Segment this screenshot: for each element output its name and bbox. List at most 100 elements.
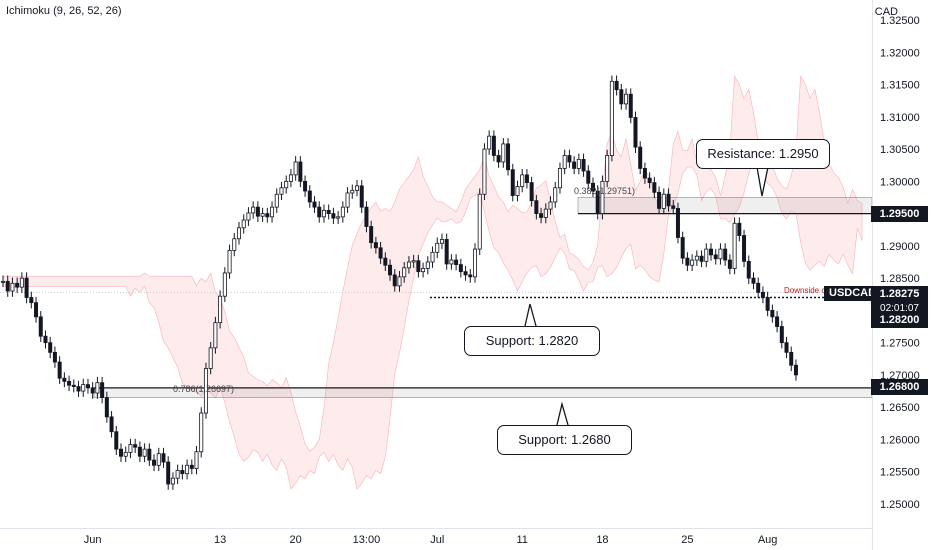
candle-body: [454, 259, 459, 265]
candle-body: [388, 264, 393, 276]
candle-body: [62, 377, 67, 382]
candle-body: [104, 397, 109, 418]
candle-body: [468, 274, 473, 278]
candle-body: [336, 216, 341, 219]
time-tick-label: Jun: [84, 534, 102, 546]
candle-body: [48, 342, 53, 353]
price-tag-last: 1.28275: [871, 286, 928, 302]
downside-label: Downside c: [784, 286, 826, 295]
time-axis[interactable]: Jun 13 20 13:00 Jul 11 18 25 Aug: [84, 534, 778, 546]
candle-body: [751, 277, 756, 284]
support-callout-lower[interactable]: Support: 1.2680: [497, 425, 632, 455]
candle-body: [392, 274, 397, 287]
resistance-callout[interactable]: Resistance: 1.2950: [696, 139, 830, 169]
candle-body: [709, 248, 714, 256]
cloud-band: [2, 75, 863, 490]
candle-body: [303, 180, 308, 192]
price-tick-label: 1.25000: [880, 499, 920, 511]
fib-label-0382: 0.382(1.29751): [574, 186, 636, 196]
time-tick-label: 13: [214, 534, 226, 546]
time-tick-label: 11: [516, 534, 527, 546]
candle-body: [614, 80, 619, 91]
candle-body: [260, 213, 265, 217]
candle-body: [119, 448, 124, 457]
candle-body: [491, 135, 496, 156]
candle-body: [76, 386, 81, 392]
indicator-legend[interactable]: Ichimoku (9, 26, 52, 26): [6, 5, 122, 17]
candle-body: [515, 186, 520, 196]
price-axis-divider: [872, 0, 873, 550]
candle-body: [298, 161, 303, 182]
candle-body: [605, 155, 610, 182]
candle-body: [600, 180, 605, 214]
candle-body: [180, 470, 185, 475]
candle-body: [685, 257, 690, 266]
candle-body: [553, 187, 558, 203]
candle-body: [548, 201, 553, 210]
resistance-label: Resistance: 1.2950: [707, 146, 819, 161]
candle-body: [29, 297, 34, 304]
candle-body: [156, 453, 161, 466]
price-tick-label: 1.27500: [880, 338, 920, 350]
candle-body: [321, 209, 326, 218]
candle-body: [152, 459, 157, 466]
candle-body: [213, 322, 218, 349]
candle-body: [534, 200, 539, 214]
candle-body: [350, 189, 355, 194]
candle-body: [218, 295, 223, 324]
candle-body: [760, 291, 765, 298]
candle-body: [779, 326, 784, 344]
candle-body: [5, 280, 10, 292]
support-callout-upper[interactable]: Support: 1.2820: [464, 326, 600, 356]
candle-body: [19, 277, 24, 288]
candle-body: [15, 282, 20, 288]
candle-body: [274, 193, 279, 208]
candle-body: [189, 464, 194, 469]
candle-body: [67, 380, 72, 386]
candle-body: [562, 155, 567, 169]
price-axis[interactable]: 1.32500 1.32000 1.31500 1.31000 1.30500 1.300…: [880, 15, 920, 511]
support-label-upper: Support: 1.2820: [485, 333, 579, 348]
candle-body: [175, 470, 180, 479]
candle-body: [133, 444, 138, 448]
time-tick-label: Aug: [758, 534, 778, 546]
candle-body: [307, 190, 312, 203]
candle-body: [383, 257, 388, 266]
candle-body: [222, 272, 227, 297]
candle-body: [109, 416, 114, 433]
candle-body: [661, 193, 666, 209]
candle-body: [293, 161, 298, 176]
candle-body: [364, 206, 369, 227]
candle-body: [227, 249, 232, 274]
price-tag-support-lower: 1.26800: [871, 379, 928, 395]
candle-body: [628, 93, 633, 118]
price-tick-label: 1.26000: [880, 434, 920, 446]
candle-body: [539, 213, 544, 218]
candle-body: [373, 242, 378, 249]
candle-body: [506, 143, 511, 171]
support-pointer-upper: [524, 303, 537, 327]
candle-body: [251, 206, 256, 214]
candle-body: [71, 384, 76, 387]
candle-body: [331, 213, 336, 219]
candle-body: [482, 148, 487, 195]
candle-body: [312, 201, 317, 208]
candle-body: [439, 239, 444, 244]
candle-body: [713, 254, 718, 260]
candle-body: [543, 208, 548, 218]
candle-body: [444, 239, 449, 265]
candle-body: [510, 169, 515, 196]
candle-body: [369, 226, 374, 244]
candle-body: [496, 155, 501, 163]
price-tick-label: 1.30000: [880, 176, 920, 188]
candle-body: [416, 260, 421, 273]
candle-body: [425, 261, 430, 269]
candle-body: [90, 387, 95, 394]
candle-body: [402, 267, 407, 278]
candle-body: [435, 242, 440, 253]
candle-body: [203, 368, 208, 414]
candle-body: [624, 93, 629, 105]
candle-body: [567, 155, 572, 163]
candle-body: [246, 212, 251, 221]
